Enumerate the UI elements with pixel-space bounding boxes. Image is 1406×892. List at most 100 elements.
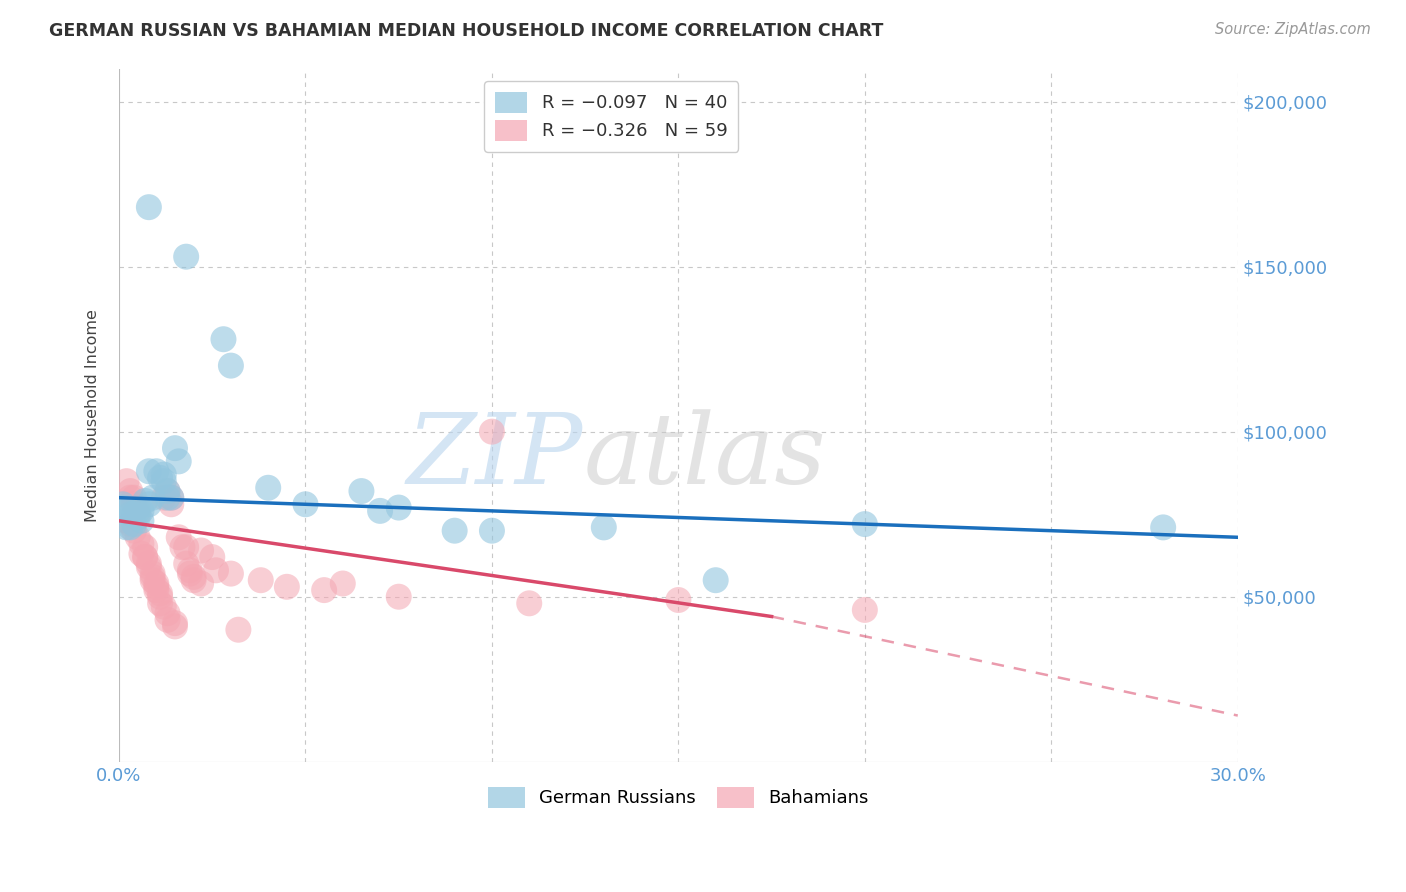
Point [115, 520, 138, 534]
Point [276, 580, 298, 594]
Point [152, 467, 174, 482]
Point [120, 507, 142, 521]
Point [134, 550, 156, 565]
Point [190, 543, 212, 558]
Point [120, 520, 142, 534]
Legend: German Russians, Bahamians: German Russians, Bahamians [481, 780, 876, 815]
Point [115, 514, 138, 528]
Point [134, 540, 156, 554]
Point [160, 497, 183, 511]
Point [156, 484, 179, 499]
Point [853, 603, 876, 617]
Point [131, 537, 153, 551]
Point [122, 507, 145, 521]
Point [131, 504, 153, 518]
Point [1152, 520, 1174, 534]
Point [368, 504, 391, 518]
Point [174, 557, 197, 571]
Point [138, 464, 160, 478]
Point [481, 425, 503, 439]
Point [138, 557, 160, 571]
Point [332, 576, 354, 591]
Point [127, 510, 149, 524]
Point [517, 596, 540, 610]
Point [145, 576, 167, 591]
Point [174, 250, 197, 264]
Y-axis label: Median Household Income: Median Household Income [86, 309, 100, 522]
Point [668, 593, 690, 607]
Text: ZIP: ZIP [408, 409, 583, 504]
Point [388, 590, 411, 604]
Point [142, 573, 165, 587]
Text: Source: ZipAtlas.com: Source: ZipAtlas.com [1215, 22, 1371, 37]
Point [350, 484, 373, 499]
Point [167, 530, 190, 544]
Point [152, 474, 174, 488]
Point [120, 491, 142, 505]
Point [257, 481, 280, 495]
Point [167, 454, 190, 468]
Point [138, 200, 160, 214]
Point [122, 524, 145, 538]
Point [160, 491, 183, 505]
Point [163, 616, 186, 631]
Point [443, 524, 465, 538]
Point [111, 497, 134, 511]
Point [122, 497, 145, 511]
Point [145, 580, 167, 594]
Point [183, 573, 205, 587]
Point [174, 540, 197, 554]
Point [219, 566, 242, 581]
Point [172, 540, 194, 554]
Point [131, 547, 153, 561]
Point [592, 520, 614, 534]
Point [201, 550, 224, 565]
Point [138, 560, 160, 574]
Point [127, 504, 149, 518]
Point [127, 530, 149, 544]
Point [120, 484, 142, 499]
Point [142, 566, 165, 581]
Point [228, 623, 250, 637]
Point [127, 507, 149, 521]
Point [122, 517, 145, 532]
Point [134, 550, 156, 565]
Point [149, 586, 172, 600]
Point [704, 573, 727, 587]
Point [152, 599, 174, 614]
Point [205, 563, 228, 577]
Point [145, 583, 167, 598]
Point [145, 464, 167, 478]
Point [314, 583, 336, 598]
Point [111, 500, 134, 515]
Point [142, 570, 165, 584]
Point [249, 573, 271, 587]
Point [219, 359, 242, 373]
Point [149, 596, 172, 610]
Point [131, 514, 153, 528]
Point [183, 570, 205, 584]
Point [120, 517, 142, 532]
Point [152, 491, 174, 505]
Point [156, 491, 179, 505]
Point [138, 497, 160, 511]
Point [212, 332, 235, 346]
Point [853, 517, 876, 532]
Text: atlas: atlas [583, 409, 827, 504]
Point [481, 524, 503, 538]
Point [160, 491, 183, 505]
Point [156, 613, 179, 627]
Point [294, 497, 316, 511]
Point [134, 494, 156, 508]
Text: GERMAN RUSSIAN VS BAHAMIAN MEDIAN HOUSEHOLD INCOME CORRELATION CHART: GERMAN RUSSIAN VS BAHAMIAN MEDIAN HOUSEH… [49, 22, 883, 40]
Point [127, 500, 149, 515]
Point [179, 566, 201, 581]
Point [156, 606, 179, 620]
Point [122, 491, 145, 505]
Point [149, 471, 172, 485]
Point [179, 563, 201, 577]
Point [190, 576, 212, 591]
Point [163, 441, 186, 455]
Point [142, 491, 165, 505]
Point [115, 504, 138, 518]
